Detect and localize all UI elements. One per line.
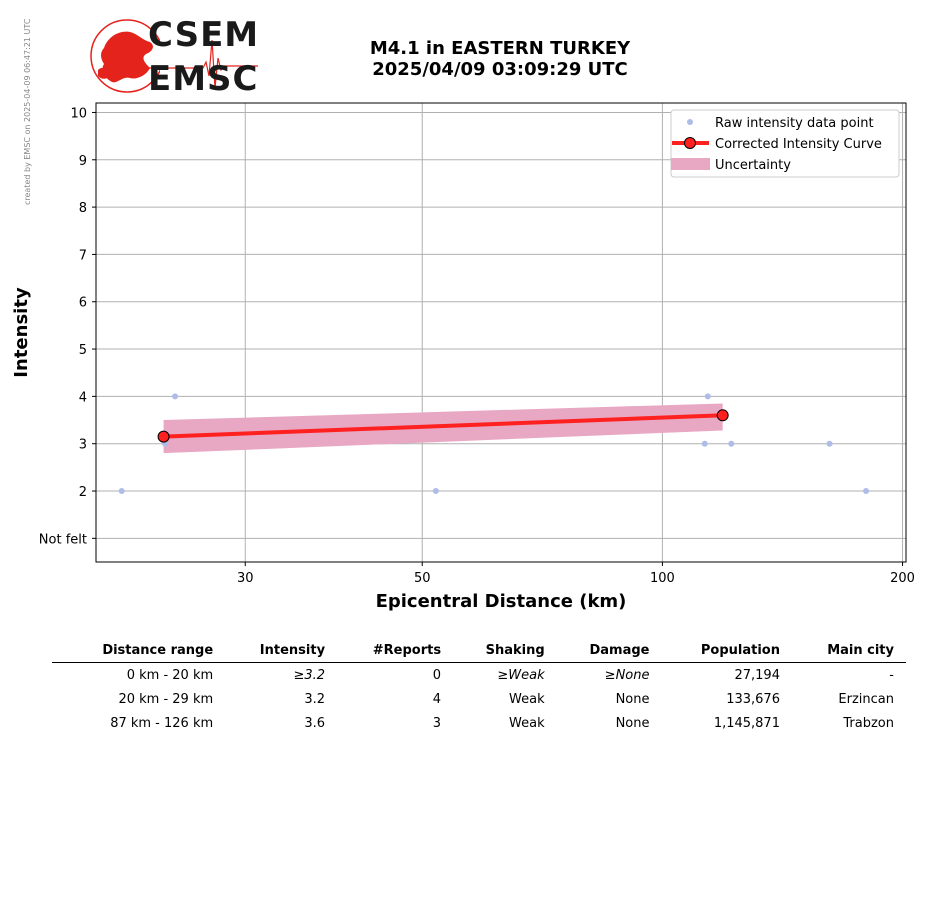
- table-cell: Weak: [509, 691, 545, 707]
- column-header: Damage: [556, 640, 662, 663]
- x-tick-label: 100: [650, 571, 675, 586]
- column-header: Shaking: [453, 640, 557, 663]
- raw-data-point: [701, 440, 708, 447]
- table-cell: None: [615, 715, 650, 731]
- table-cell: Trabzon: [843, 715, 894, 731]
- column-header: Distance range: [52, 640, 226, 663]
- x-axis-label: Epicentral Distance (km): [376, 591, 627, 612]
- legend-raw-label: Raw intensity data point: [715, 116, 874, 131]
- x-tick-label: 200: [890, 571, 915, 586]
- table-cell: 87 km - 126 km: [110, 715, 214, 731]
- table-row: 20 km - 29 km 3.2 4 Weak None 133,676 Erzincan: [52, 687, 906, 711]
- legend-curve-marker: [684, 137, 696, 149]
- table-cell: 27,194: [734, 667, 780, 683]
- raw-data-point: [172, 393, 179, 400]
- y-axis-label: Intensity: [11, 287, 32, 378]
- curve-marker: [157, 430, 170, 443]
- raw-data-point: [863, 488, 870, 495]
- legend-raw-symbol: [687, 119, 693, 125]
- y-tick-label: 5: [79, 343, 87, 358]
- y-tick-label: 9: [79, 154, 87, 169]
- title-line-event: M4.1 in EASTERN TURKEY: [369, 38, 631, 59]
- table-cell: 0: [432, 667, 442, 683]
- raw-data-point: [704, 393, 711, 400]
- table-cell: 133,676: [726, 691, 780, 707]
- table-cell: 3.6: [304, 715, 326, 731]
- uncertainty-band: [163, 403, 723, 454]
- table-cell: 3.2: [304, 691, 326, 707]
- table-body: 0 km - 20 km ≥3.2 0 ≥Weak ≥None 27,194 - 20 km …: [52, 663, 906, 736]
- plot-area: [96, 103, 906, 562]
- x-tick-label: 30: [237, 571, 254, 586]
- table-cell: -: [889, 667, 894, 683]
- table-cell: 3: [432, 715, 442, 731]
- table-cell: 4: [432, 691, 442, 707]
- logo-text-csem: CSEM: [148, 15, 260, 55]
- emsc-logo: [90, 18, 260, 98]
- table-cell: 0 km - 20 km: [126, 667, 214, 683]
- raw-data-point: [432, 488, 439, 495]
- table-cell: Weak: [509, 715, 545, 731]
- column-header: #Reports: [337, 640, 454, 663]
- y-tick-label: 7: [79, 248, 87, 263]
- table-cell: 1,145,871: [713, 715, 780, 731]
- title-line-time: 2025/04/09 03:09:29 UTC: [372, 59, 628, 80]
- raw-data-point: [728, 440, 735, 447]
- x-tick-label: 50: [414, 571, 431, 586]
- legend-curve-label: Corrected Intensity Curve: [715, 137, 882, 152]
- table-cell: ≥None: [604, 667, 650, 683]
- y-tick-label: 4: [79, 390, 87, 405]
- column-header: Population: [661, 640, 792, 663]
- intensity-summary-table: Distance range Intensity #Reports Shaking Da…: [52, 640, 906, 735]
- table-cell: ≥3.2: [293, 667, 326, 683]
- table-row: 87 km - 126 km 3.6 3 Weak None 1,145,871 Trabz…: [52, 711, 906, 735]
- intensity-distance-chart: 30 50 100 200 Not felt 2 3 4 5 6 7 8 9 10 Epicentral D…: [11, 102, 915, 612]
- corrected-intensity-curve: [163, 413, 723, 439]
- chart-title: M4.1 in EASTERN TURKEY 2025/04/09 03:09:…: [290, 38, 710, 80]
- legend-uncertainty-symbol: [671, 158, 710, 170]
- table-row: 0 km - 20 km ≥3.2 0 ≥Weak ≥None 27,194 -: [52, 663, 906, 688]
- table-cell: None: [615, 691, 650, 707]
- y-tick-label: 3: [79, 438, 87, 453]
- raw-data-point: [826, 440, 833, 447]
- seismogram-icon: [148, 39, 258, 89]
- table-header-row: Distance range Intensity #Reports Shaking Da…: [52, 640, 906, 663]
- plot-frame: [95, 102, 907, 563]
- table-cell: ≥Weak: [497, 667, 545, 683]
- column-header: Main city: [791, 640, 906, 663]
- table-cell: Erzincan: [838, 691, 894, 707]
- y-tick-label: 2: [79, 485, 87, 500]
- y-tick-label: 6: [79, 296, 87, 311]
- logo-text-emsc: EMSC: [148, 59, 259, 99]
- legend-uncertainty-label: Uncertainty: [715, 158, 791, 173]
- y-tick-label: 10: [70, 106, 87, 121]
- curve-marker: [716, 409, 729, 422]
- y-tick-label: Not felt: [39, 532, 87, 547]
- column-header: Intensity: [225, 640, 338, 663]
- y-tick-label: 8: [79, 201, 87, 216]
- table-cell: 20 km - 29 km: [118, 691, 214, 707]
- legend-box: [670, 109, 900, 178]
- raw-data-point: [118, 488, 125, 495]
- globe-logo-icon: [90, 19, 160, 93]
